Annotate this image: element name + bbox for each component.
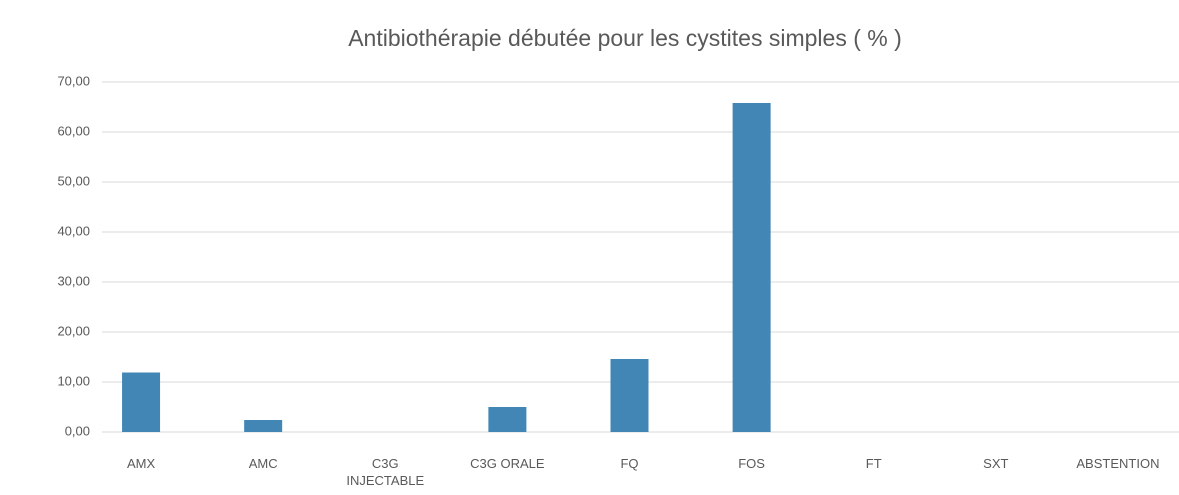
bar [610,359,649,432]
x-tick-label: SXT [983,456,1009,471]
x-tick-label: FOS [738,456,765,471]
bar [122,372,161,432]
y-tick-label: 40,00 [57,223,90,238]
bar [732,103,771,432]
y-tick-label: 60,00 [57,123,90,138]
y-tick-label: 20,00 [57,323,90,338]
x-tick-label: C3G ORALE [470,456,545,471]
y-tick-label: 30,00 [57,273,90,288]
bar [244,420,283,432]
x-tick-label: ABSTENTION [1076,456,1160,471]
x-tick-label: AMC [248,456,278,471]
y-tick-label: 0,00 [65,423,90,438]
bar [488,407,527,432]
x-tick-label: AMX [126,456,156,471]
y-tick-label: 50,00 [57,173,90,188]
y-tick-label: 10,00 [57,373,90,388]
x-tick-label: FQ [620,456,639,471]
y-tick-label: 70,00 [57,73,90,88]
x-tick-label: C3G INJECTABLE [346,456,425,488]
x-tick-label: FT [865,456,882,471]
chart-title: Antibiothérapie débutée pour les cystite… [348,25,902,51]
